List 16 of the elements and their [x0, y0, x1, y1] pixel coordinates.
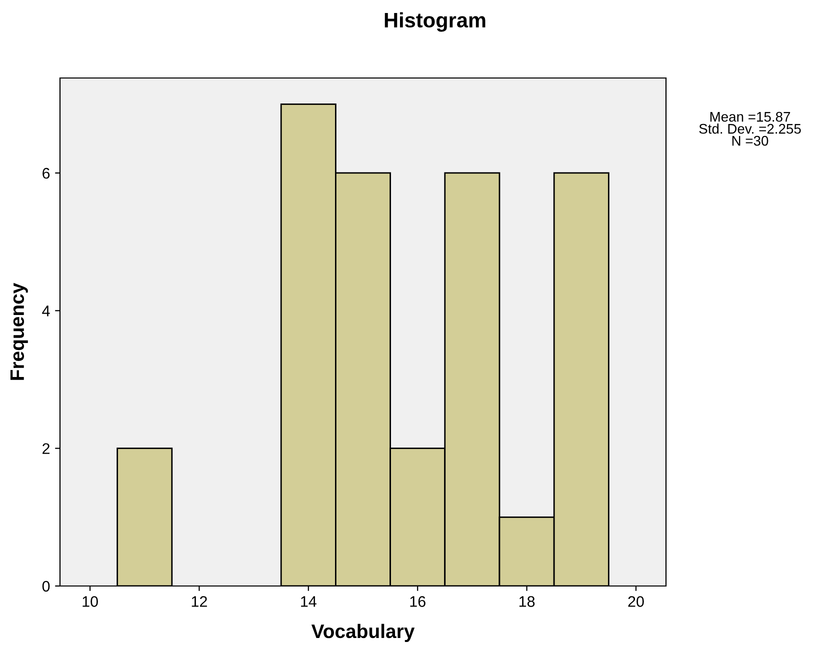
y-tick-label: 0: [42, 580, 50, 592]
y-tick-label: 2: [42, 443, 50, 454]
x-tick-label: 16: [410, 596, 426, 607]
x-axis-title: Vocabulary: [311, 624, 415, 642]
chart-title: Histogram: [384, 12, 486, 32]
text: Mean =15.87: [710, 112, 790, 122]
y-tick-label: 4: [42, 306, 50, 316]
x-tick-label: 14: [301, 596, 316, 607]
x-tick-label: 12: [192, 596, 207, 607]
y-axis-title: Frequency: [10, 282, 28, 380]
x-tick-label: 20: [628, 596, 644, 607]
text: N =30: [732, 136, 768, 146]
x-tick-label: 18: [519, 596, 535, 607]
x-tick-label: 10: [82, 596, 98, 607]
text: Std. Dev. =2.255: [699, 124, 801, 134]
y-tick-label: 6: [42, 168, 50, 179]
